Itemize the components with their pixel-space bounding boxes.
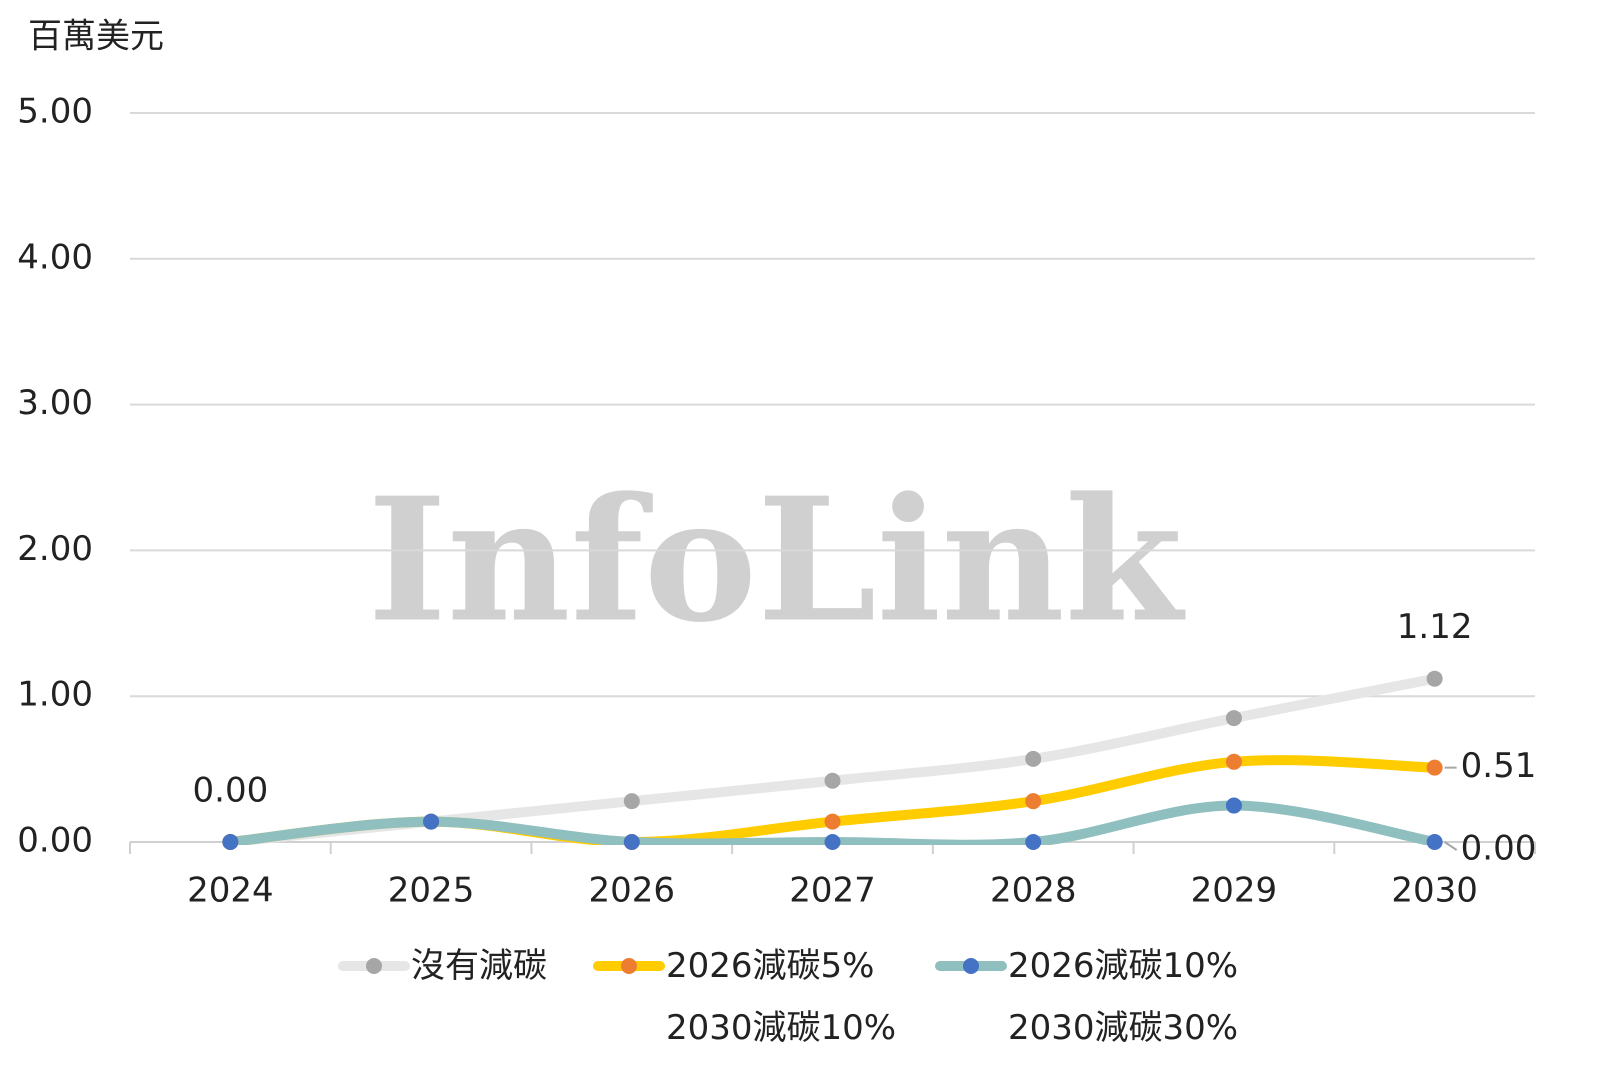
markers: [222, 670, 1443, 850]
data-point: [1025, 793, 1042, 810]
data-point: [1025, 834, 1042, 850]
y-tick-label: 5.00: [17, 92, 93, 132]
data-label: 0.00: [1461, 829, 1537, 869]
legend-label: 沒有減碳: [411, 946, 547, 986]
data-point: [623, 834, 640, 850]
y-tick-label: 3.00: [17, 383, 93, 423]
data-point: [1426, 834, 1443, 850]
x-tick-label: 2029: [1191, 871, 1278, 911]
legend-label: 2026減碳10% 2030減碳30%: [1008, 946, 1239, 1048]
data-label: 0.00: [193, 771, 269, 811]
watermark: InfoLink: [367, 461, 1185, 661]
x-tick-label: 2025: [388, 871, 475, 911]
label-leader: [1444, 841, 1458, 851]
data-point: [824, 813, 841, 830]
y-tick-label: 2.00: [17, 529, 93, 569]
data-label: 1.12: [1397, 607, 1473, 647]
data-point: [1426, 759, 1443, 776]
y-tick-label: 0.00: [17, 821, 93, 861]
y-tick-label: 4.00: [17, 237, 93, 277]
data-point: [1025, 750, 1042, 767]
data-point: [423, 813, 440, 830]
x-tick-label: 2027: [789, 871, 876, 911]
series-line: [225, 755, 1440, 845]
legend-label: 2026減碳5% 2030減碳10%: [666, 946, 897, 1048]
x-tick-label: 2028: [990, 871, 1077, 911]
legend-marker: [366, 958, 382, 974]
data-point: [824, 834, 841, 850]
data-point: [1426, 670, 1443, 687]
x-tick-label: 2024: [187, 871, 274, 911]
y-axis-title: 百萬美元: [28, 17, 164, 57]
data-point: [623, 793, 640, 810]
data-label: 0.51: [1461, 746, 1537, 786]
data-point: [1225, 753, 1242, 770]
data-point: [1225, 710, 1242, 727]
data-point: [222, 834, 239, 850]
data-point: [824, 772, 841, 789]
legend-marker: [963, 958, 979, 974]
data-point: [1225, 797, 1242, 814]
x-tick-label: 2030: [1391, 871, 1478, 911]
x-tick-label: 2026: [589, 871, 676, 911]
legend-marker: [621, 958, 637, 974]
y-tick-label: 1.00: [17, 675, 93, 715]
